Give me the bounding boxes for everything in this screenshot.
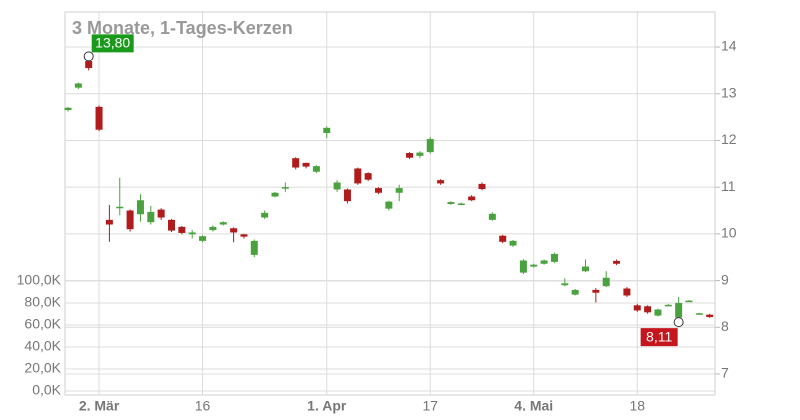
y-tick-label: 13 (721, 84, 737, 100)
candle-body (281, 187, 289, 189)
candle-body (644, 306, 652, 313)
candle-body (447, 202, 455, 204)
y2-tick-label: 100,0K (17, 272, 62, 288)
y-tick-label: 10 (721, 225, 737, 241)
y-tick-label: 7 (721, 365, 729, 381)
candle-body (126, 210, 134, 230)
x-tick-label: 16 (195, 398, 211, 414)
y2-tick-label: 0,0K (32, 382, 61, 398)
x-tick-label: 2. Mär (79, 398, 120, 414)
extreme-label: 13,80 (95, 35, 130, 51)
candle-body (654, 309, 662, 316)
candle-body (312, 166, 320, 172)
candle-body (395, 188, 403, 193)
candle-body (188, 232, 196, 235)
x-tick-label: 1. Apr (307, 398, 347, 414)
candle-body (426, 139, 434, 153)
x-tick-label: 17 (422, 398, 438, 414)
extreme-label-box (91, 34, 134, 53)
candle-body (664, 304, 672, 307)
candle-body (271, 192, 279, 197)
candle-body (571, 289, 579, 295)
extreme-marker (673, 317, 684, 328)
candle-body (157, 209, 165, 218)
candle-body (613, 260, 621, 264)
candle-body (519, 260, 527, 273)
candle-body (64, 107, 72, 111)
extreme-marker (83, 51, 94, 62)
candle-body (147, 211, 155, 223)
chart-title: 3 Monate, 1-Tages-Kerzen (72, 18, 293, 38)
x-tick-label: 18 (629, 398, 645, 414)
candle-body (582, 266, 589, 272)
candle-body (219, 222, 227, 225)
candle-body (323, 127, 331, 133)
candle-body (457, 203, 465, 205)
candle-body (623, 288, 631, 296)
candle-body (292, 158, 300, 168)
candle-body (230, 228, 238, 233)
candle-body (209, 226, 217, 231)
candle-body (592, 289, 600, 293)
candle-body (488, 213, 496, 220)
candle-body (706, 314, 714, 317)
candle-body (74, 83, 82, 88)
candle-body (178, 226, 186, 233)
candle-body (354, 168, 362, 184)
y-tick-label: 12 (721, 131, 737, 147)
candle-body (105, 219, 113, 225)
y-tick-label: 9 (721, 271, 729, 287)
candle-body (199, 236, 207, 241)
candle-body (116, 206, 124, 209)
candle-body (530, 264, 538, 267)
candle-body (333, 182, 341, 190)
candle-body (602, 277, 610, 287)
candle-body (468, 196, 476, 201)
y2-tick-label: 20,0K (24, 360, 61, 376)
candle-body (250, 240, 258, 255)
y2-tick-label: 40,0K (24, 338, 61, 354)
candle-body (540, 260, 548, 264)
candle-body (385, 201, 393, 209)
candle-body (168, 219, 175, 231)
candle-body (695, 313, 703, 315)
y-tick-label: 11 (721, 178, 736, 194)
candle-body (633, 305, 641, 311)
candle-body (509, 240, 517, 246)
candle-body (364, 173, 372, 180)
y2-tick-label: 60,0K (24, 316, 61, 332)
y-tick-label: 8 (721, 318, 729, 334)
candle-body (261, 212, 269, 218)
candle-body (685, 300, 693, 303)
candle-body (675, 302, 683, 318)
candle-body (343, 189, 351, 202)
candle-body (302, 162, 310, 167)
candle-body (95, 106, 103, 130)
candle-body (240, 234, 248, 237)
y2-tick-label: 80,0K (24, 294, 61, 310)
y-tick-label: 14 (721, 38, 737, 54)
candle-body (416, 152, 424, 156)
candle-body (550, 253, 558, 262)
candle-body (437, 180, 445, 184)
candle-body (85, 61, 93, 69)
candle-body (561, 283, 569, 286)
candle-body (478, 183, 486, 190)
extreme-label: 8,11 (646, 328, 672, 344)
candle-body (499, 235, 507, 242)
extreme-label-box (640, 328, 678, 347)
candle-body (406, 153, 414, 158)
candle-body (136, 200, 144, 215)
candle-body (375, 188, 382, 193)
x-tick-label: 4. Mai (514, 398, 553, 414)
